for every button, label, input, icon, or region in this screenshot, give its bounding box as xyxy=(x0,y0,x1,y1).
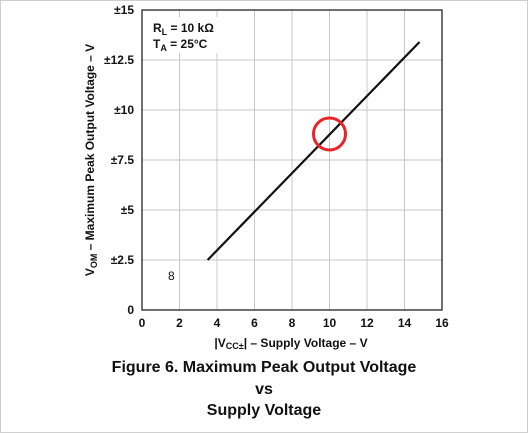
y-tick-label: ±7.5 xyxy=(111,153,135,167)
x-tick-label: 6 xyxy=(251,316,258,330)
y-axis-ticks: 0 ±2.5 ±5 ±7.5 ±10 ±12.5 ±15 xyxy=(104,3,134,317)
legend-box xyxy=(147,17,219,53)
highlight-circle xyxy=(312,116,347,152)
x-axis-ticks: 0 2 4 6 8 10 12 14 16 xyxy=(139,316,449,330)
x-tick-label: 10 xyxy=(323,316,337,330)
y-tick-label: ±2.5 xyxy=(111,253,135,267)
caption-line-1: Figure 6. Maximum Peak Output Voltage xyxy=(111,359,417,376)
x-tick-label: 0 xyxy=(139,316,146,330)
y-tick-label: ±15 xyxy=(114,3,134,17)
x-tick-label: 14 xyxy=(398,316,412,330)
x-tick-label: 12 xyxy=(360,316,374,330)
y-tick-label: 0 xyxy=(127,303,134,317)
condition-rl: RL = 10 kΩ xyxy=(153,21,214,37)
x-tick-label: 4 xyxy=(214,316,221,330)
y-axis-title: VOM – Maximum Peak Output Voltage – V xyxy=(83,44,99,276)
y-tick-label: ±12.5 xyxy=(104,53,134,67)
series xyxy=(206,41,421,261)
plot-border xyxy=(141,9,443,311)
y-tick-label: ±10 xyxy=(114,103,134,117)
series-line xyxy=(206,41,421,261)
x-tick-label: 2 xyxy=(176,316,183,330)
x-tick-label: 8 xyxy=(289,316,296,330)
y-tick-label: ±5 xyxy=(121,203,135,217)
caption-line-3: Supply Voltage xyxy=(206,402,322,419)
condition-ta: TA = 25°C xyxy=(153,37,208,53)
x-axis-title: |VCC±| – Supply Voltage – V xyxy=(214,336,367,351)
marker-label: 8 xyxy=(168,269,175,283)
caption-line-2: vs xyxy=(255,381,273,398)
grid xyxy=(142,10,442,310)
x-tick-label: 16 xyxy=(435,316,449,330)
